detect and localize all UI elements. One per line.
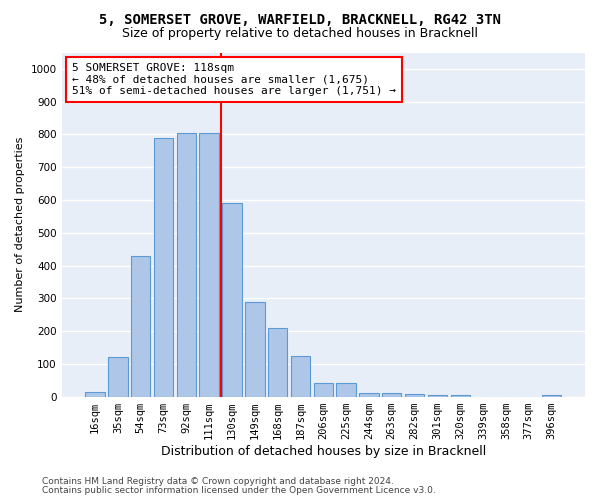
Text: Contains HM Land Registry data © Crown copyright and database right 2024.: Contains HM Land Registry data © Crown c… <box>42 477 394 486</box>
Text: 5, SOMERSET GROVE, WARFIELD, BRACKNELL, RG42 3TN: 5, SOMERSET GROVE, WARFIELD, BRACKNELL, … <box>99 12 501 26</box>
Bar <box>337 384 356 396</box>
Text: Contains public sector information licensed under the Open Government Licence v3: Contains public sector information licen… <box>42 486 436 495</box>
Bar <box>382 394 401 396</box>
Y-axis label: Number of detached properties: Number of detached properties <box>15 137 25 312</box>
Bar <box>108 358 128 397</box>
Bar <box>199 133 219 396</box>
X-axis label: Distribution of detached houses by size in Bracknell: Distribution of detached houses by size … <box>161 444 486 458</box>
Bar <box>222 203 242 396</box>
Bar <box>314 384 333 396</box>
Bar <box>85 392 105 396</box>
Bar <box>451 395 470 396</box>
Bar <box>291 356 310 397</box>
Bar <box>405 394 424 396</box>
Bar <box>154 138 173 396</box>
Bar <box>245 302 265 396</box>
Bar <box>428 395 447 396</box>
Bar <box>176 133 196 396</box>
Bar <box>131 256 151 396</box>
Text: Size of property relative to detached houses in Bracknell: Size of property relative to detached ho… <box>122 28 478 40</box>
Bar <box>359 392 379 396</box>
Bar <box>542 395 561 396</box>
Text: 5 SOMERSET GROVE: 118sqm
← 48% of detached houses are smaller (1,675)
51% of sem: 5 SOMERSET GROVE: 118sqm ← 48% of detach… <box>72 63 396 96</box>
Bar <box>268 328 287 396</box>
